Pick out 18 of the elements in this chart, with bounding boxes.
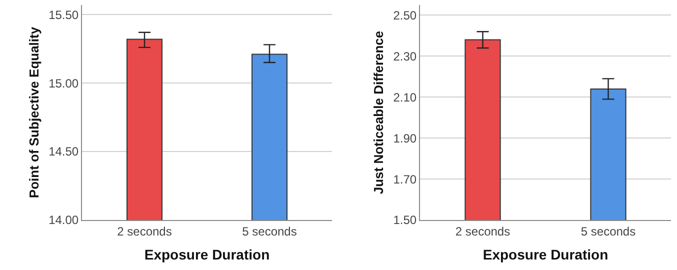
y-tick-label: 14.00 [48, 213, 79, 228]
y-tick-label: 15.00 [48, 76, 79, 90]
y-axis-title: Point of Subjective Equality [26, 26, 42, 198]
y-tick-label: 2.30 [393, 49, 417, 64]
y-tick-label: 14.50 [48, 144, 79, 159]
y-tick-label: 2.10 [393, 90, 417, 104]
x-tick-label: 5 seconds [242, 224, 297, 238]
x-tick-label: 5 seconds [580, 224, 636, 238]
y-axis-title: Just Noticeable Difference [371, 30, 386, 194]
x-tick-label: 2 seconds [117, 224, 172, 238]
y-tick-label: 1.90 [393, 131, 417, 146]
x-axis-title: Exposure Duration [482, 246, 608, 263]
y-tick-label: 15.50 [48, 8, 79, 22]
x-axis-title: Exposure Duration [144, 246, 270, 263]
y-tick-label: 2.50 [393, 8, 417, 22]
y-tick-label: 1.50 [393, 213, 417, 228]
y-tick-label: 1.70 [393, 172, 417, 186]
x-tick-label: 2 seconds [455, 224, 510, 238]
